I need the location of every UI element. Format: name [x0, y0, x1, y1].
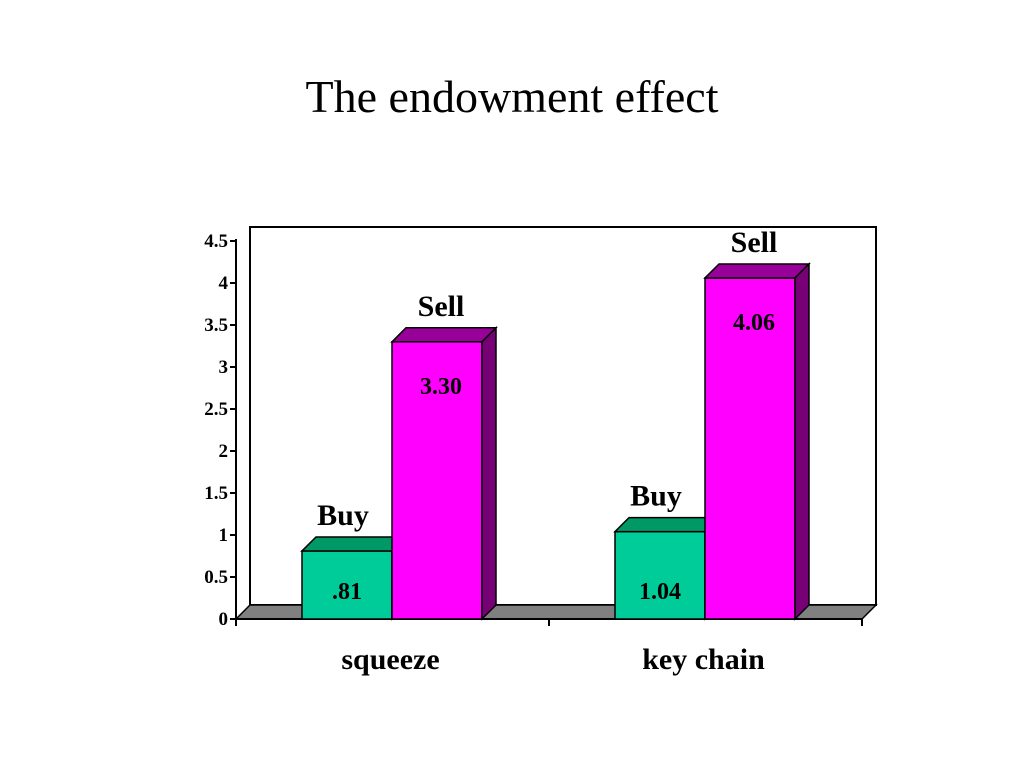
y-tick-label: 0.5 [204, 567, 228, 588]
bar-series-label: Buy [317, 499, 369, 532]
y-tick-label: 1.5 [204, 483, 228, 504]
y-tick-label: 2 [219, 441, 229, 462]
bar-sell [391, 341, 483, 620]
x-category-label: key chain [642, 643, 765, 676]
y-tick-label: 4.5 [204, 231, 228, 252]
y-tick-label: 0 [219, 609, 229, 630]
bar-buy [614, 530, 706, 620]
bar-value-label: .81 [332, 579, 362, 605]
x-category-label: squeeze [341, 643, 439, 676]
bar-top-buy [300, 536, 408, 552]
bar-top-sell [703, 263, 811, 279]
bar-series-label: Sell [418, 290, 465, 323]
bar-side-sell [481, 325, 497, 621]
y-tick-label: 2.5 [204, 399, 228, 420]
bar-side-sell [794, 262, 810, 621]
bar-value-label: 3.30 [420, 374, 462, 400]
y-tick-label: 3.5 [204, 315, 228, 336]
slide-title: The endowment effect [305, 71, 719, 122]
bar-series-label: Buy [630, 480, 682, 513]
bar-top-buy [613, 516, 721, 533]
bar-value-label: 1.04 [639, 579, 681, 605]
bar-series-label: Sell [731, 226, 778, 259]
y-tick-label: 3 [219, 357, 229, 378]
y-tick-label: 1 [219, 525, 229, 546]
bar-top-sell [390, 327, 498, 343]
y-tick-label: 4 [219, 273, 229, 294]
bar-value-label: 4.06 [733, 310, 775, 336]
bar-sell [704, 277, 796, 620]
